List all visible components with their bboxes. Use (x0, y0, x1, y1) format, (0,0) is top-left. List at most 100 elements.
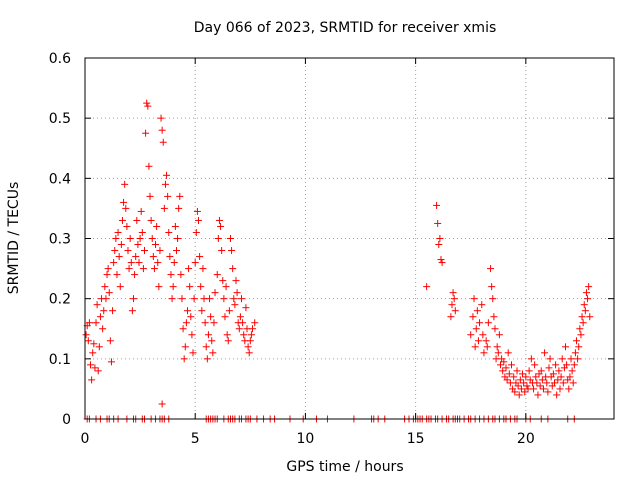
data-point (117, 241, 125, 249)
data-point (517, 385, 525, 393)
data-point (157, 114, 165, 122)
data-point (576, 325, 584, 333)
data-point (116, 283, 124, 291)
data-point (208, 337, 216, 345)
data-point (210, 319, 218, 327)
data-point (165, 228, 173, 236)
data-point (154, 259, 162, 267)
data-point (192, 228, 200, 236)
data-point (549, 370, 557, 378)
data-point (223, 331, 231, 339)
y-tick-label: 0.1 (49, 352, 71, 368)
data-point (206, 295, 214, 303)
data-point (568, 367, 576, 375)
data-point (570, 361, 578, 369)
data-point (128, 307, 136, 315)
data-point (451, 307, 459, 315)
data-point (218, 247, 226, 255)
data-point (94, 367, 102, 375)
data-point (423, 283, 431, 291)
data-point (106, 337, 114, 345)
data-point (578, 313, 586, 321)
x-axis: 0 5 10 15 20 (81, 58, 535, 447)
data-point (92, 319, 100, 327)
data-point (508, 361, 516, 369)
x-tick-label: 10 (297, 431, 315, 447)
data-point (554, 376, 562, 384)
data-point (220, 295, 228, 303)
data-point (166, 253, 174, 261)
data-point (118, 216, 126, 224)
x-axis-label: GPS time / hours (286, 459, 403, 475)
data-point (142, 129, 150, 137)
data-point (484, 319, 492, 327)
data-point (201, 319, 209, 327)
data-point (236, 313, 244, 321)
data-point (82, 331, 90, 339)
data-point (513, 367, 521, 375)
data-point (470, 295, 478, 303)
data-point (110, 259, 118, 267)
data-point (153, 222, 161, 230)
data-point (232, 277, 240, 285)
data-point (531, 361, 539, 369)
data-point (87, 361, 95, 369)
data-point (225, 307, 233, 315)
data-point (566, 373, 574, 381)
data-point (207, 313, 215, 321)
data-point (550, 379, 558, 387)
data-point (493, 343, 501, 351)
data-point (242, 304, 250, 312)
data-point (196, 253, 204, 261)
data-point (503, 376, 511, 384)
data-point (544, 388, 552, 396)
data-point (228, 247, 236, 255)
data-point (449, 289, 457, 297)
data-point (496, 361, 504, 369)
data-point (586, 313, 594, 321)
data-point (195, 216, 203, 224)
data-point (559, 379, 567, 387)
y-axis: 0 0.1 0.2 0.3 0.4 0.5 0.6 (49, 51, 614, 428)
data-point (113, 271, 121, 279)
data-point (537, 367, 545, 375)
data-point (482, 337, 490, 345)
data-point (244, 343, 252, 351)
data-point (180, 355, 188, 363)
data-point (222, 283, 230, 291)
data-point (523, 382, 531, 390)
data-point (436, 235, 444, 242)
data-point (230, 295, 238, 303)
data-point (474, 337, 482, 345)
data-point (123, 222, 131, 230)
data-point (575, 343, 583, 351)
data-point (235, 325, 243, 333)
data-point (245, 349, 253, 357)
data-point (527, 355, 535, 363)
data-point (437, 256, 445, 264)
data-point (144, 102, 152, 110)
data-point (522, 373, 530, 381)
x-tick-label: 20 (517, 431, 535, 447)
data-point (580, 301, 588, 309)
data-point (476, 319, 484, 327)
data-point (543, 379, 551, 387)
data-point (577, 331, 585, 339)
data-point (161, 180, 169, 188)
data-point (131, 271, 139, 279)
data-point (177, 271, 185, 279)
data-point (90, 340, 98, 348)
data-point (100, 307, 108, 315)
data-point (553, 391, 561, 399)
data-point (190, 295, 198, 303)
data-point (505, 370, 513, 378)
data-point (170, 259, 178, 267)
data-point (176, 192, 184, 200)
data-point (150, 265, 158, 273)
data-point (488, 283, 496, 291)
data-point (145, 162, 153, 170)
data-point (251, 319, 259, 327)
data-point (224, 337, 232, 345)
data-point (93, 301, 101, 309)
